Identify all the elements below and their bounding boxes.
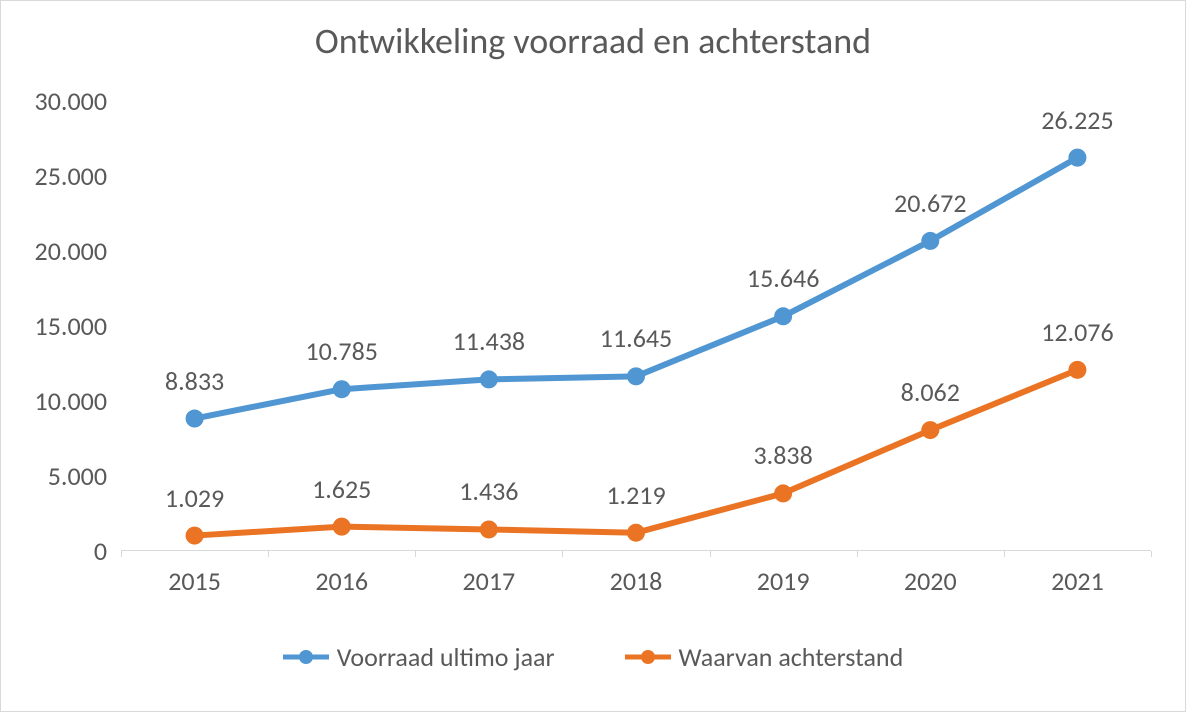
series-marker bbox=[480, 370, 498, 388]
legend-item: Voorraad ultimo jaar bbox=[283, 641, 555, 673]
data-label: 10.785 bbox=[305, 335, 377, 367]
data-label: 12.076 bbox=[1041, 316, 1113, 348]
legend: Voorraad ultimo jaar Waarvan achterstand bbox=[1, 641, 1185, 673]
series-marker bbox=[921, 421, 939, 439]
y-tick-label: 0 bbox=[94, 535, 107, 567]
data-label: 1.029 bbox=[165, 482, 224, 514]
x-tick-mark bbox=[1004, 551, 1005, 557]
series-marker bbox=[774, 484, 792, 502]
x-tick-mark bbox=[710, 551, 711, 557]
y-tick-label: 20.000 bbox=[35, 235, 107, 267]
x-tick-label: 2016 bbox=[315, 565, 368, 597]
x-tick-label: 2015 bbox=[168, 565, 221, 597]
series-marker bbox=[186, 410, 204, 428]
data-label: 15.646 bbox=[747, 262, 819, 294]
x-tick-mark bbox=[121, 551, 122, 557]
data-label: 20.672 bbox=[894, 187, 966, 219]
series-marker bbox=[333, 380, 351, 398]
x-tick-mark bbox=[857, 551, 858, 557]
series-marker bbox=[333, 518, 351, 536]
plot-area: 05.00010.00015.00020.00025.00030.0002015… bbox=[121, 101, 1151, 551]
data-label: 26.225 bbox=[1041, 104, 1113, 136]
series-marker bbox=[921, 232, 939, 250]
chart-container: Ontwikkeling voorraad en achterstand 05.… bbox=[0, 0, 1186, 712]
x-tick-label: 2021 bbox=[1051, 565, 1104, 597]
legend-label: Waarvan achterstand bbox=[679, 641, 904, 673]
legend-label: Voorraad ultimo jaar bbox=[337, 641, 555, 673]
data-label: 1.625 bbox=[312, 473, 371, 505]
series-marker bbox=[627, 367, 645, 385]
data-label: 1.436 bbox=[459, 475, 518, 507]
y-tick-label: 5.000 bbox=[48, 460, 107, 492]
x-tick-mark bbox=[562, 551, 563, 557]
data-label: 8.062 bbox=[901, 376, 960, 408]
y-tick-label: 15.000 bbox=[35, 310, 107, 342]
series-marker bbox=[186, 527, 204, 545]
y-tick-label: 25.000 bbox=[35, 160, 107, 192]
x-tick-label: 2018 bbox=[610, 565, 663, 597]
legend-marker-icon bbox=[625, 648, 671, 666]
data-label: 1.219 bbox=[606, 479, 665, 511]
chart-title: Ontwikkeling voorraad en achterstand bbox=[1, 19, 1185, 63]
data-label: 11.645 bbox=[600, 322, 672, 354]
y-tick-label: 10.000 bbox=[35, 385, 107, 417]
data-label: 8.833 bbox=[165, 365, 224, 397]
x-tick-mark bbox=[415, 551, 416, 557]
x-tick-label: 2017 bbox=[462, 565, 515, 597]
series-marker bbox=[480, 520, 498, 538]
data-label: 3.838 bbox=[754, 439, 813, 471]
y-tick-label: 30.000 bbox=[35, 85, 107, 117]
x-tick-mark bbox=[268, 551, 269, 557]
x-tick-label: 2020 bbox=[904, 565, 957, 597]
series-marker bbox=[774, 307, 792, 325]
legend-marker-icon bbox=[283, 648, 329, 666]
x-tick-mark bbox=[1151, 551, 1152, 557]
legend-item: Waarvan achterstand bbox=[625, 641, 904, 673]
data-label: 11.438 bbox=[453, 325, 525, 357]
series-marker bbox=[1068, 149, 1086, 167]
series-marker bbox=[627, 524, 645, 542]
x-tick-label: 2019 bbox=[757, 565, 810, 597]
series-marker bbox=[1068, 361, 1086, 379]
